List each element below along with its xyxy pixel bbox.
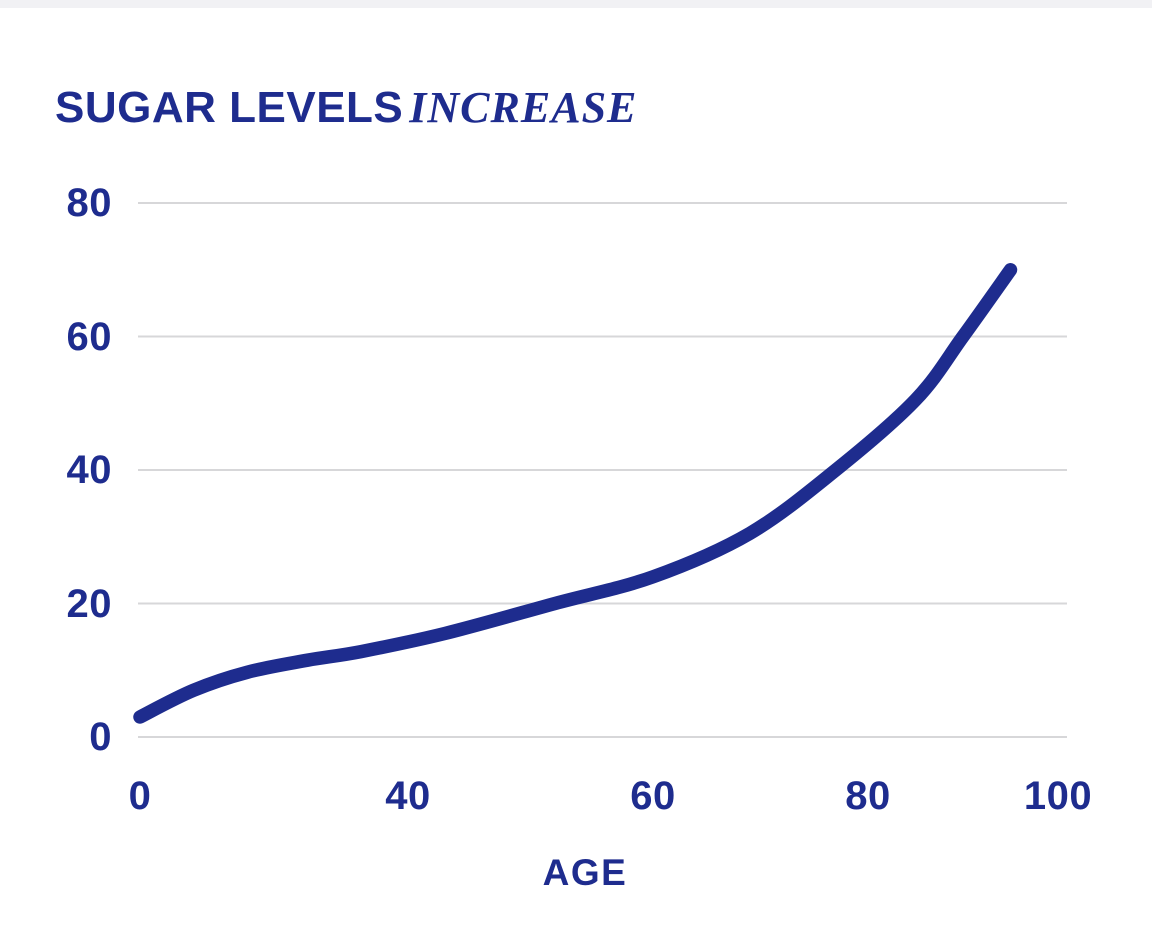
y-tick-label-20: 20 <box>66 581 112 626</box>
gridlines <box>138 202 1067 738</box>
y-tick-label-0: 0 <box>89 715 112 759</box>
chart-title-accent: INCREASE <box>409 83 638 132</box>
sugar-level-curve <box>133 263 1018 724</box>
x-tick-label-100: 100 <box>1023 774 1093 818</box>
chart-title-main: SUGAR LEVELS <box>55 83 404 132</box>
y-tick-label-40: 40 <box>66 448 112 492</box>
top-edge-strip <box>0 0 1152 8</box>
chart-title: SUGAR LEVELS INCREASE <box>55 83 638 132</box>
y-tick-label-80: 80 <box>66 181 112 225</box>
y-tick-label-60: 60 <box>66 314 112 359</box>
x-tick-label-60: 60 <box>630 774 676 818</box>
x-tick-label-80: 80 <box>845 774 891 818</box>
x-tick-label-0: 0 <box>128 774 152 818</box>
x-axis-title: AGE <box>542 852 628 893</box>
x-tick-label-40: 40 <box>385 774 431 818</box>
